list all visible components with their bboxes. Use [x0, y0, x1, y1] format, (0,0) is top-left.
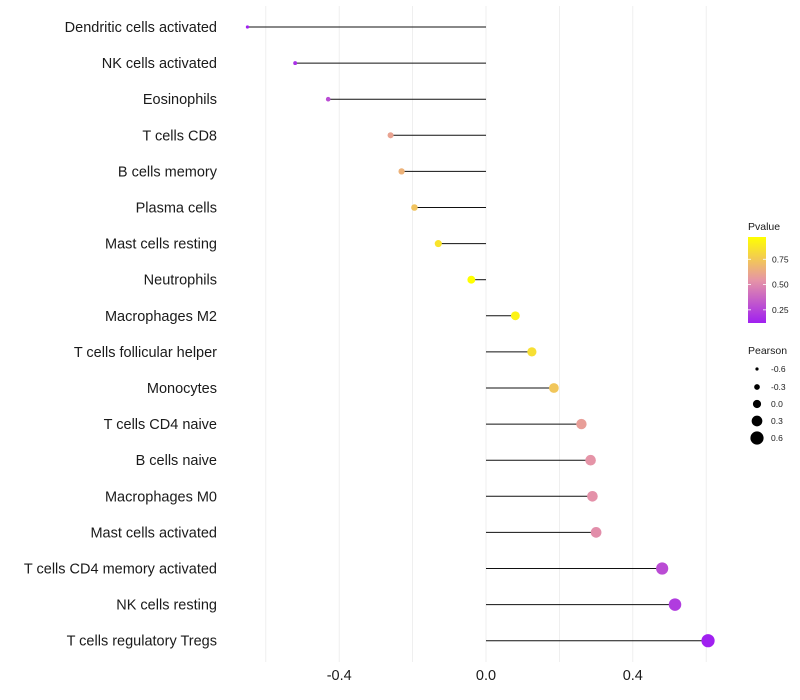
pvalue-colorbar: [748, 237, 766, 323]
lollipop-dots: [245, 25, 715, 648]
data-point: [585, 454, 596, 466]
pearson-legend: Pearson -0.6 -0.3 0.0 0.3 0.6: [748, 345, 787, 445]
pearson-legend-label: -0.3: [771, 382, 786, 392]
pearson-legend-title: Pearson: [748, 345, 787, 357]
category-label: B cells naive: [136, 453, 217, 469]
size-legend-dot: [750, 431, 764, 445]
size-legend-dot: [752, 399, 762, 409]
data-point: [549, 383, 559, 393]
data-point: [387, 132, 394, 139]
size-legend-dot: [755, 367, 759, 371]
data-point: [587, 490, 598, 502]
pvalue-legend: Pvalue 0.25 0.50 0.75: [748, 221, 789, 323]
pvalue-legend-title: Pvalue: [748, 221, 780, 233]
category-label: NK cells activated: [102, 56, 217, 72]
category-label: T cells CD4 memory activated: [24, 562, 217, 578]
pvalue-legend-label: 0.75: [772, 254, 789, 264]
x-tick-label: 0.4: [623, 668, 643, 684]
category-label: Mast cells resting: [105, 237, 217, 253]
data-point: [510, 311, 520, 321]
category-label: B cells memory: [118, 164, 218, 180]
category-label: T cells regulatory Tregs: [67, 634, 217, 650]
data-point: [411, 204, 418, 211]
category-label: Mast cells activated: [90, 525, 217, 541]
category-label: NK cells resting: [116, 598, 217, 614]
x-tick-label: 0.0: [476, 668, 496, 684]
category-label: T cells follicular helper: [74, 345, 217, 361]
data-point: [576, 418, 587, 430]
data-point: [434, 240, 442, 248]
category-label: Plasma cells: [136, 201, 217, 217]
data-point: [590, 527, 602, 538]
data-point: [527, 347, 537, 357]
data-point: [668, 598, 682, 611]
gridlines: [265, 6, 707, 662]
category-label: Monocytes: [147, 381, 217, 397]
category-label: Eosinophils: [143, 92, 217, 108]
category-label: T cells CD8: [142, 128, 217, 144]
data-point: [467, 275, 476, 284]
size-legend-dot: [754, 384, 760, 390]
size-legend-dot: [751, 415, 763, 427]
data-point: [398, 168, 405, 175]
data-point: [701, 634, 715, 648]
data-point: [245, 25, 250, 29]
pvalue-legend-label: 0.25: [772, 305, 789, 315]
pvalue-legend-label: 0.50: [772, 280, 789, 290]
pearson-legend-label: 0.0: [771, 399, 783, 409]
category-label: Macrophages M2: [105, 309, 217, 325]
category-label: Neutrophils: [144, 273, 217, 289]
x-tick-label: -0.4: [327, 668, 352, 684]
lollipop-stems: [247, 26, 709, 642]
data-point: [293, 61, 298, 66]
category-label: T cells CD4 naive: [104, 417, 217, 433]
pearson-legend-label: 0.6: [771, 433, 783, 443]
category-labels: Dendritic cells activated NK cells activa…: [24, 20, 218, 650]
category-label: Dendritic cells activated: [65, 20, 217, 36]
pearson-legend-label: 0.3: [771, 416, 783, 426]
pearson-legend-label: -0.6: [771, 364, 786, 374]
x-axis-ticks: -0.4 0.0 0.4: [327, 668, 643, 684]
category-label: Macrophages M0: [105, 489, 217, 505]
data-point: [325, 96, 331, 102]
data-point: [656, 562, 669, 575]
